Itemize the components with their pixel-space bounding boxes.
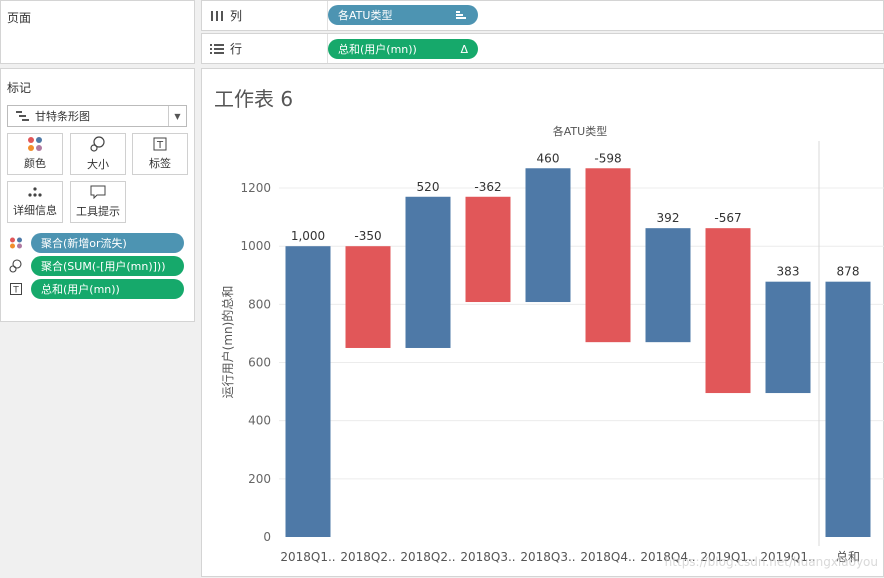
x-tick-label: 2018Q3.. (520, 550, 575, 564)
bar (705, 228, 751, 394)
detail-button[interactable]: 详细信息 (7, 181, 63, 223)
y-tick-label: 1000 (240, 239, 271, 253)
color-button-label: 颜色 (24, 157, 46, 170)
bar (525, 168, 571, 303)
bar (465, 196, 511, 303)
y-tick-label: 600 (248, 356, 271, 370)
rows-shelf-label: 行 (210, 40, 242, 57)
bar (285, 246, 331, 537)
x-tick-label: 2018Q1.. (280, 550, 335, 564)
svg-text:T: T (156, 140, 164, 151)
data-label: 392 (657, 211, 680, 225)
data-label: 520 (417, 180, 440, 194)
rows-shelf-divider (327, 34, 328, 63)
y-tick-label: 1200 (240, 181, 271, 195)
worksheet-title: 工作表 6 (214, 87, 294, 111)
tooltip-button-label: 工具提示 (76, 205, 120, 218)
data-label: -598 (594, 151, 621, 165)
delta-icon: Δ (460, 42, 468, 56)
x-tick-label: 2019Q1.. (700, 550, 755, 564)
x-tick-label: 2018Q2.. (340, 550, 395, 564)
label-field-row[interactable]: T 总和(用户(mn)) (7, 279, 184, 299)
data-label: 383 (777, 265, 800, 279)
rows-pill-label: 总和(用户(mn)) (338, 43, 417, 56)
color-dots-icon (7, 237, 25, 249)
label-field-pill[interactable]: 总和(用户(mn)) (31, 279, 184, 299)
y-tick-label: 200 (248, 472, 271, 486)
gantt-icon (16, 111, 29, 121)
bar (765, 281, 811, 394)
y-tick-label: 0 (263, 530, 271, 544)
marks-panel: 标记 甘特条形图 ▼ 颜色 大小 T 标签 详细信息 工具提示 聚合(新增or流… (0, 68, 195, 322)
size-field-row[interactable]: 聚合(SUM(-[用户(mn)])) (7, 256, 184, 276)
pages-panel[interactable]: 页面 (0, 0, 195, 64)
data-label: 878 (837, 265, 860, 279)
color-field-pill[interactable]: 聚合(新增or流失) (31, 233, 184, 253)
x-tick-label: 2018Q4.. (580, 550, 635, 564)
svg-text:T: T (12, 286, 19, 296)
columns-pill[interactable]: 各ATU类型 (328, 5, 478, 25)
x-tick-label: 2018Q4.. (640, 550, 695, 564)
columns-icon (211, 10, 223, 21)
columns-shelf-label: 列 (210, 7, 242, 24)
watermark-text: https://blog.csdn.net/huangxiaoyou (665, 555, 878, 569)
label-icon: T (7, 283, 25, 295)
size-button[interactable]: 大小 (70, 133, 126, 175)
tooltip-button[interactable]: 工具提示 (70, 181, 126, 223)
size-icon (90, 136, 105, 152)
worksheet-area: 工作表 6 各ATU类型 0 200 400 600 800 1000 1200 运行用户(mn… (201, 68, 884, 577)
label-button[interactable]: T 标签 (132, 133, 188, 175)
chart-header: 各ATU类型 (553, 124, 607, 138)
bar (825, 281, 871, 537)
label-icon: T (153, 137, 167, 151)
x-tick-label: 总和 (836, 550, 860, 564)
x-tick-label: 2018Q3.. (460, 550, 515, 564)
bar (585, 168, 631, 343)
detail-dots-icon (28, 187, 42, 197)
size-button-label: 大小 (87, 158, 109, 171)
bar (405, 196, 451, 348)
data-label: -362 (474, 180, 501, 194)
data-label: -350 (354, 229, 381, 243)
color-dots-icon (28, 137, 42, 151)
rows-pill[interactable]: 总和(用户(mn)) Δ (328, 39, 478, 59)
color-field-row[interactable]: 聚合(新增or流失) (7, 233, 184, 253)
label-button-label: 标签 (149, 157, 171, 170)
waterfall-chart: 各ATU类型 0 200 400 600 800 1000 1200 运行用户(mn)的总和 1,… (220, 124, 884, 569)
detail-button-label: 详细信息 (13, 204, 57, 217)
sort-icon[interactable] (456, 10, 468, 20)
columns-pill-label: 各ATU类型 (338, 9, 393, 22)
bar (345, 246, 391, 348)
size-icon (7, 259, 25, 273)
color-button[interactable]: 颜色 (7, 133, 63, 175)
y-tick-label: 400 (248, 414, 271, 428)
data-label: 460 (537, 151, 560, 165)
x-tick-label: 2018Q2.. (400, 550, 455, 564)
rows-icon (210, 43, 224, 54)
bar (645, 228, 691, 343)
columns-label: 列 (230, 9, 243, 23)
data-label: 1,000 (291, 229, 325, 243)
x-tick-label: 2019Q1.. (760, 550, 815, 564)
size-field-pill[interactable]: 聚合(SUM(-[用户(mn)])) (31, 256, 184, 276)
y-axis-label: 运行用户(mn)的总和 (220, 286, 235, 399)
pages-title: 页面 (7, 11, 32, 25)
columns-shelf[interactable]: 列 各ATU类型 (201, 0, 884, 31)
columns-shelf-divider (327, 1, 328, 30)
y-tick-label: 800 (248, 297, 271, 311)
mark-type-dropdown[interactable]: 甘特条形图 ▼ (7, 105, 187, 127)
rows-label: 行 (230, 42, 243, 56)
mark-type-label: 甘特条形图 (35, 110, 90, 123)
tooltip-icon (90, 185, 106, 199)
data-label: -567 (714, 211, 741, 225)
chevron-down-icon[interactable]: ▼ (168, 106, 186, 126)
marks-title: 标记 (7, 81, 32, 95)
rows-shelf[interactable]: 行 总和(用户(mn)) Δ (201, 33, 884, 64)
